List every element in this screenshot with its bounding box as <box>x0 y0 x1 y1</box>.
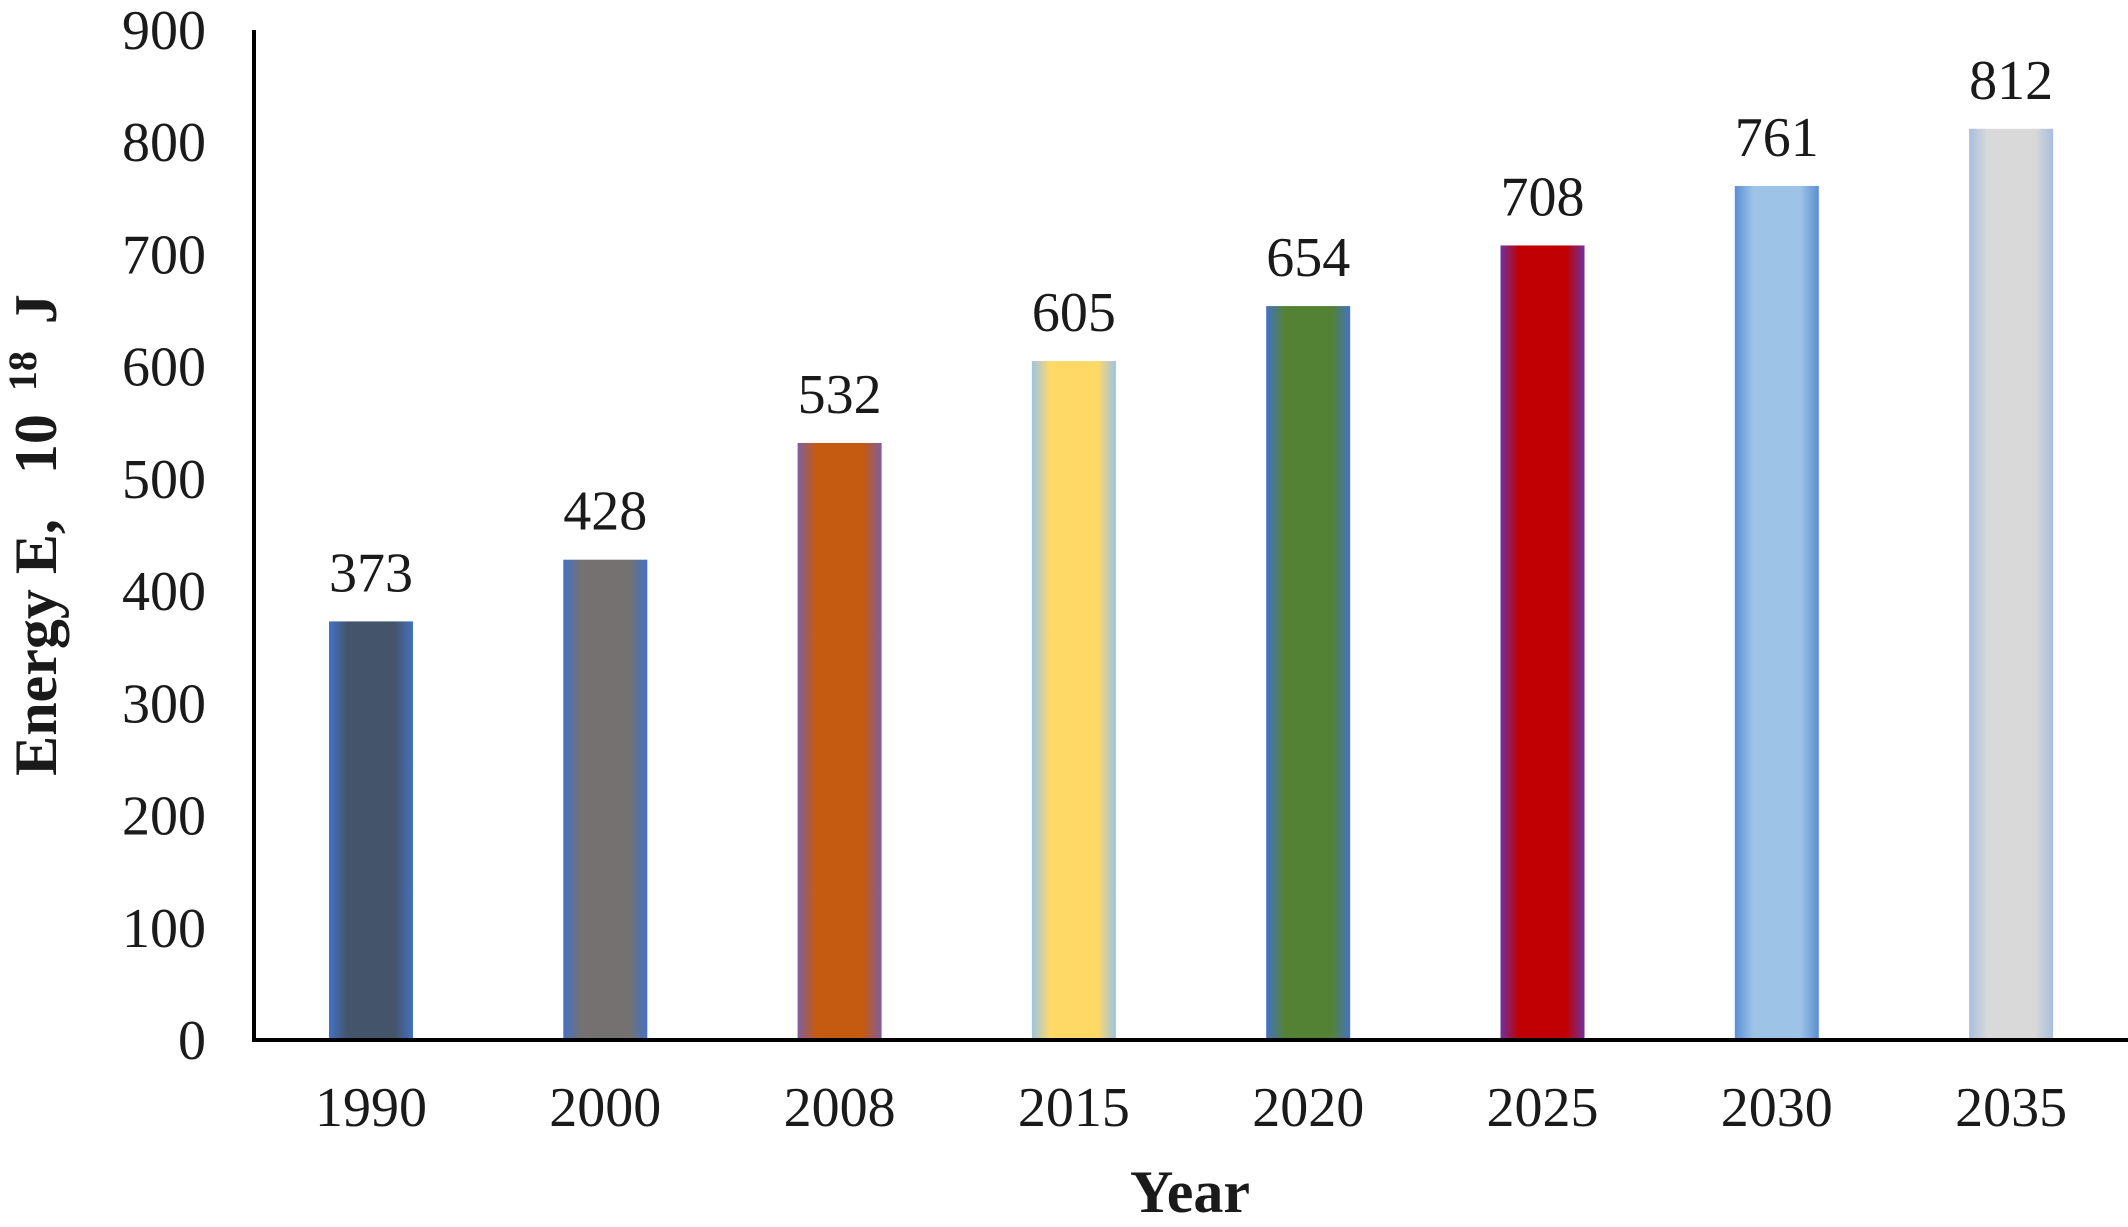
y-axis-unit-symbol: J <box>3 294 69 324</box>
x-tick-label: 1990 <box>315 1077 427 1139</box>
y-tick-label: 700 <box>122 224 206 286</box>
y-tick-label: 500 <box>122 449 206 511</box>
x-tick-label: 2020 <box>1252 1077 1364 1139</box>
x-axis-title: Year <box>1130 1159 1250 1225</box>
y-tick-label: 200 <box>122 786 206 848</box>
x-tick-label: 2000 <box>549 1077 661 1139</box>
data-label-2020: 654 <box>1266 227 1350 289</box>
data-labels-group: 373 428 532 605 654 708 761 812 <box>329 50 2053 605</box>
y-tick-label: 400 <box>122 561 206 623</box>
bar-2015 <box>1031 361 1116 1040</box>
data-label-2008: 532 <box>798 364 882 426</box>
x-tick-label: 2008 <box>784 1077 896 1139</box>
data-label-2035: 812 <box>1969 50 2053 112</box>
data-label-2030: 761 <box>1735 107 1819 169</box>
y-axis-ticks: 0 100 200 300 400 500 600 700 800 900 <box>122 0 206 1072</box>
data-label-2000: 428 <box>563 481 647 543</box>
y-axis-title-text: Energy E, <box>3 519 69 776</box>
x-tick-label: 2015 <box>1018 1077 1130 1139</box>
data-label-2025: 708 <box>1501 166 1585 228</box>
y-axis-unit-base: 10 <box>3 414 69 474</box>
x-tick-label: 2030 <box>1721 1077 1833 1139</box>
y-tick-label: 0 <box>178 1010 206 1072</box>
bar-2025 <box>1500 245 1585 1040</box>
y-tick-label: 600 <box>122 337 206 399</box>
bar-2035 <box>1969 128 2054 1040</box>
y-tick-label: 800 <box>122 112 206 174</box>
data-label-2015: 605 <box>1032 282 1116 344</box>
y-tick-label: 300 <box>122 673 206 735</box>
y-axis-title: Energy E, 10 18 J <box>0 294 69 776</box>
bars-group <box>329 128 2054 1041</box>
bar-2030 <box>1734 185 1819 1040</box>
data-label-1990: 373 <box>329 542 413 604</box>
bar-2020 <box>1266 306 1351 1041</box>
bar-2008 <box>797 442 882 1040</box>
x-tick-label: 2025 <box>1487 1077 1599 1139</box>
bar-1990 <box>329 621 413 1040</box>
bar-2000 <box>563 559 648 1040</box>
y-axis-unit-exponent: 18 <box>0 351 45 391</box>
y-tick-label: 100 <box>122 898 206 960</box>
y-tick-label: 900 <box>122 0 206 62</box>
x-tick-label: 2035 <box>1955 1077 2067 1139</box>
x-axis-ticks: 1990 2000 2008 2015 2020 2025 2030 2035 <box>315 1077 2067 1139</box>
